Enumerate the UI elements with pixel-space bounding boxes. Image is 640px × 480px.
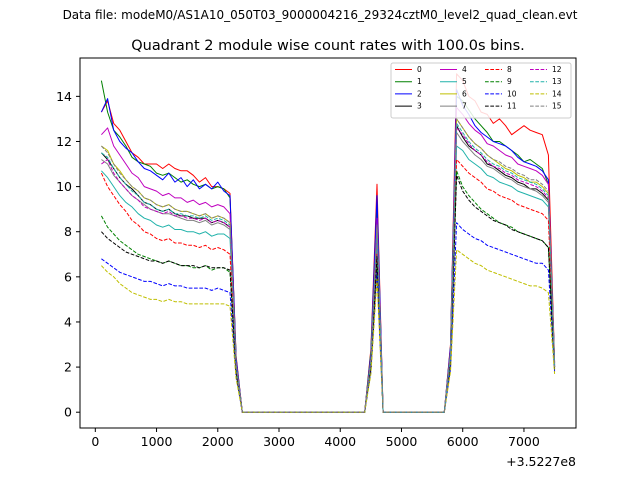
x-tick-label: 2000 <box>202 434 234 449</box>
legend-label-0: 0 <box>417 65 422 74</box>
legend-label-10: 10 <box>507 89 517 98</box>
legend-label-6: 6 <box>462 89 467 98</box>
y-tick-label: 8 <box>64 224 72 239</box>
x-tick-label: 0 <box>91 434 99 449</box>
y-tick-label: 14 <box>56 89 72 104</box>
x-offset-label: +3.5227e8 <box>506 454 576 469</box>
legend-label-2: 2 <box>417 89 422 98</box>
y-tick-label: 0 <box>64 405 72 420</box>
legend-label-12: 12 <box>552 65 562 74</box>
series-line-15 <box>101 118 556 413</box>
legend-label-15: 15 <box>552 102 562 111</box>
x-tick-label: 3000 <box>263 434 295 449</box>
legend-frame <box>390 62 572 119</box>
y-tick-label: 12 <box>56 134 72 149</box>
y-tick-label: 10 <box>56 179 72 194</box>
x-tick-label: 1000 <box>141 434 173 449</box>
legend-label-11: 11 <box>507 102 517 111</box>
plot-area: 0 1000 2000 3000 4000 5000 6000 7000 0246810121… <box>56 57 577 449</box>
x-tick-label: 5000 <box>386 434 418 449</box>
legend-label-7: 7 <box>462 102 467 111</box>
chart-title: Quadrant 2 module wise count rates with … <box>131 38 525 54</box>
series-line-12 <box>101 127 556 413</box>
legend-label-4: 4 <box>462 65 467 74</box>
legend-label-3: 3 <box>417 102 422 111</box>
y-tick-label: 4 <box>64 314 72 329</box>
x-tick-label: 4000 <box>324 434 356 449</box>
series-line-14 <box>101 249 556 413</box>
suptitle: Data file: modeM0/AS1A10_050T03_90000042… <box>63 8 578 22</box>
series-layer <box>100 73 556 413</box>
series-line-8 <box>100 159 556 413</box>
y-axis: 0 2 4 6 8 10 12 14 <box>56 89 80 420</box>
y-tick-label: 6 <box>64 269 72 284</box>
legend-label-13: 13 <box>552 77 562 86</box>
plot-background <box>80 58 576 428</box>
legend-label-14: 14 <box>552 89 562 98</box>
x-axis: 0 1000 2000 3000 4000 5000 6000 7000 <box>91 428 540 449</box>
y-tick-label: 2 <box>64 360 72 375</box>
legend-label-9: 9 <box>507 77 512 86</box>
x-tick-label: 6000 <box>447 434 479 449</box>
legend-label-1: 1 <box>417 77 422 86</box>
legend-label-8: 8 <box>507 65 512 74</box>
x-tick-label: 7000 <box>508 434 540 449</box>
legend-label-5: 5 <box>462 77 467 86</box>
axes-frame <box>79 57 577 429</box>
series-line-10 <box>101 222 556 413</box>
